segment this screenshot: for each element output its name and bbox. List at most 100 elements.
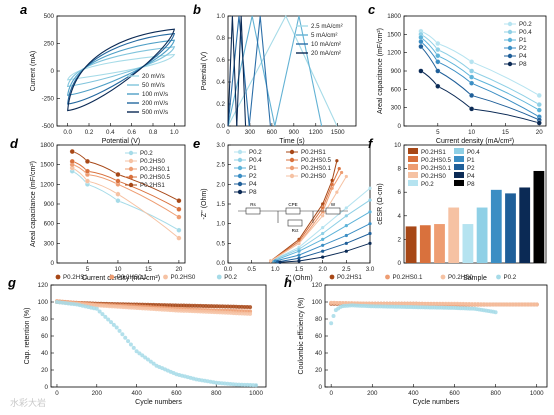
data-point <box>176 227 182 233</box>
gcd-curve-repeat <box>248 15 271 127</box>
cycle-point <box>470 302 475 307</box>
gcd-curve <box>227 15 250 127</box>
x-axis-label-h: Cycle numbers <box>413 399 460 406</box>
data-point <box>469 74 475 80</box>
xtick-label: 0.2 <box>85 129 94 136</box>
xtick-label: 0.5 <box>247 266 256 273</box>
cycle-point <box>103 314 108 319</box>
cycle-point <box>520 302 525 307</box>
fit-line <box>72 167 180 239</box>
cycle-point <box>434 301 439 306</box>
nyquist-point <box>368 241 372 245</box>
x-axis-label-c: Current density (mA/cm²) <box>436 138 514 145</box>
ytick-label: 1.0 <box>216 13 225 20</box>
legend-label: 500 mV/s <box>142 109 168 116</box>
legend-marker <box>289 149 295 155</box>
cycle-point <box>405 301 410 306</box>
nyquist-point <box>269 259 273 263</box>
cycle-point <box>151 361 156 366</box>
cycle-point <box>248 305 253 310</box>
cycle-point <box>531 302 536 307</box>
y-axis-label-h: Coulombic efficiency (%) <box>298 298 305 375</box>
plot-frame-b <box>227 15 357 127</box>
cycle-point <box>452 301 457 306</box>
cycle-point <box>514 302 519 307</box>
legend-label: P0.2HS1 <box>337 274 362 281</box>
nyquist-point <box>335 190 339 194</box>
nyquist-point <box>368 198 372 202</box>
legend-marker <box>237 157 243 163</box>
cycle-point <box>100 312 105 317</box>
legend-swatch <box>408 172 418 178</box>
legend-label: P0.2HS0.5 <box>421 157 451 164</box>
xtick-label: 600 <box>267 129 278 136</box>
nyquist-point <box>344 224 348 228</box>
nyquist-point <box>276 260 280 264</box>
cycle-point <box>431 301 436 306</box>
nyquist-point <box>368 222 372 226</box>
xtick-label: 1.0 <box>271 266 280 273</box>
legend-label: P0.2HS0 <box>140 158 165 165</box>
xtick-label: 5 <box>436 129 440 136</box>
fit-line <box>72 170 180 231</box>
legend-label: P0.2 <box>504 274 517 281</box>
xtick-label: 600 <box>171 390 182 397</box>
cycle-point <box>242 382 247 387</box>
panel-letter-d: d <box>10 136 19 151</box>
ytick-label: 0 <box>398 123 402 130</box>
data-point <box>469 92 475 98</box>
cycle-point <box>393 301 398 306</box>
nyquist-point <box>321 243 325 247</box>
cycle-point <box>493 302 498 307</box>
legend-swatch <box>408 180 418 186</box>
plot-frame-f <box>403 144 547 264</box>
cycle-point <box>137 351 142 356</box>
cycle-point <box>109 320 114 325</box>
cycle-point <box>387 301 392 306</box>
legend-marker <box>128 158 134 164</box>
legend-marker <box>289 165 295 171</box>
plot-frame-h <box>324 284 548 388</box>
x-axis-label-e: Z' (Ohm) <box>285 275 312 282</box>
ytick-label: 300 <box>44 240 55 247</box>
legend-label: P0.4 <box>519 29 532 36</box>
cycle-point <box>446 301 451 306</box>
legend-label: P4 <box>467 173 475 180</box>
cycle-point <box>414 301 419 306</box>
legend-marker <box>289 173 295 179</box>
legend-label: P0.2 <box>140 150 153 157</box>
bar-P0.2HS1 <box>405 226 417 263</box>
legend-label: P0.2HS0 <box>421 173 446 180</box>
cycle-point <box>522 302 527 307</box>
ytick-label: 600 <box>44 221 55 228</box>
nyquist-line <box>275 223 371 262</box>
ytick-label: 60 <box>41 333 48 340</box>
data-point <box>435 40 441 47</box>
cycle-point <box>505 302 510 307</box>
xtick-label: 0 <box>329 390 333 397</box>
ytick-label: 10 <box>394 142 401 149</box>
legend-marker <box>507 37 513 43</box>
xtick-label: 2.0 <box>318 266 327 273</box>
x-axis-label-d: Current density (mA/cm²) <box>82 275 160 282</box>
xtick-label: 400 <box>408 390 419 397</box>
panel-letter-b: b <box>193 2 201 17</box>
xtick-label: 20 <box>536 129 543 136</box>
cycle-point <box>534 302 539 307</box>
legend-label: P0.2 <box>249 149 262 156</box>
xtick-label: 1500 <box>331 129 345 136</box>
cycle-point <box>481 302 486 307</box>
ytick-label: 80 <box>41 316 48 323</box>
legend-label: P8 <box>467 181 475 188</box>
fit-line <box>420 36 540 111</box>
nyquist-point <box>335 159 339 163</box>
legend-marker <box>128 182 134 188</box>
ytick-label: 0 <box>51 260 55 267</box>
data-point <box>176 214 182 220</box>
legend-swatch <box>454 180 464 186</box>
cycle-point <box>423 301 428 306</box>
nyquist-point <box>297 256 301 260</box>
ytick-label: 0 <box>319 384 323 391</box>
bar-P0.2HS0.5 <box>419 225 431 263</box>
